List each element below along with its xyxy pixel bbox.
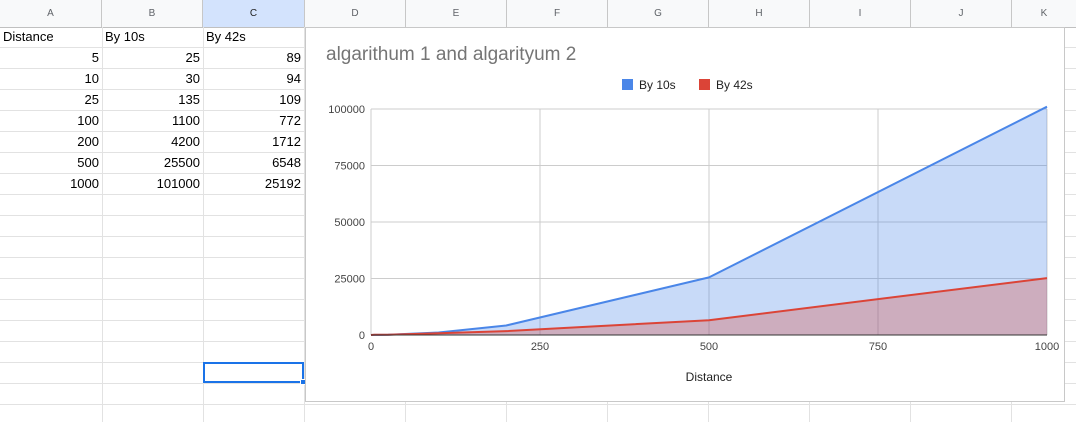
x-axis-title: Distance xyxy=(686,370,733,384)
selected-cell[interactable] xyxy=(203,362,304,383)
cell-c6[interactable]: 1712 xyxy=(272,134,301,149)
area-chart[interactable]: algarithum 1 and algarityum 2 0 25000 5000… xyxy=(305,27,1065,402)
cell-c2[interactable]: 89 xyxy=(286,50,301,65)
x-tick-label: 1000 xyxy=(1035,341,1059,353)
chart-canvas: 0 25000 50000 75000 100000 0 250 500 750 1000 Dist… xyxy=(328,78,1059,384)
y-tick-label: 100000 xyxy=(328,104,365,116)
legend-swatch-2 xyxy=(699,79,710,90)
column-header-a[interactable]: A xyxy=(0,0,102,27)
x-tick-label: 250 xyxy=(531,341,549,353)
cell-c1[interactable]: By 42s xyxy=(206,29,246,44)
cell-a7[interactable]: 500 xyxy=(77,155,99,170)
y-tick-label: 0 xyxy=(359,330,365,342)
cell-b7[interactable]: 25500 xyxy=(163,155,200,170)
column-header-e[interactable]: E xyxy=(406,0,507,27)
cell-a8[interactable]: 1000 xyxy=(70,176,99,191)
cell-c4[interactable]: 109 xyxy=(279,92,301,107)
column-header-d[interactable]: D xyxy=(305,0,406,27)
column-header-f[interactable]: F xyxy=(507,0,608,27)
legend-label-2: By 42s xyxy=(716,78,753,92)
cell-b5[interactable]: 1100 xyxy=(172,113,200,128)
cell-c5[interactable]: 772 xyxy=(279,113,301,128)
cell-a3[interactable]: 10 xyxy=(84,71,99,86)
cell-a5[interactable]: 100 xyxy=(77,113,99,128)
cell-b3[interactable]: 30 xyxy=(185,71,200,86)
cell-b6[interactable]: 4200 xyxy=(171,134,200,149)
grid-line xyxy=(0,404,1076,405)
series-area-1 xyxy=(371,106,1047,335)
column-header-h[interactable]: H xyxy=(709,0,810,27)
y-tick-label: 50000 xyxy=(334,217,365,229)
cell-b1[interactable]: By 10s xyxy=(105,29,145,44)
column-header-k[interactable]: K xyxy=(1040,8,1048,19)
chart-title: algarithum 1 and algarityum 2 xyxy=(326,44,577,65)
series-area-2 xyxy=(371,278,1047,335)
grid-line xyxy=(102,27,103,422)
cell-b2[interactable]: 25 xyxy=(185,50,200,65)
column-header-g[interactable]: G xyxy=(608,0,709,27)
column-header-row: A B C D E F G H I J K xyxy=(0,0,1076,28)
cell-c3[interactable]: 94 xyxy=(286,71,301,86)
cell-a1[interactable]: Distance xyxy=(3,29,54,44)
cell-c7[interactable]: 6548 xyxy=(272,155,301,170)
column-header-c[interactable]: C xyxy=(203,0,305,27)
column-header-b[interactable]: B xyxy=(102,0,203,27)
x-tick-label: 500 xyxy=(700,341,718,353)
y-tick-label: 75000 xyxy=(334,161,365,173)
grid-line xyxy=(304,27,305,422)
x-tick-label: 750 xyxy=(869,341,887,353)
legend-label-1: By 10s xyxy=(639,78,676,92)
cell-c8[interactable]: 25192 xyxy=(264,176,301,191)
column-header-i[interactable]: I xyxy=(810,0,911,27)
column-header-j[interactable]: J xyxy=(911,0,1012,27)
cell-a2[interactable]: 5 xyxy=(91,50,99,65)
cell-a4[interactable]: 25 xyxy=(84,92,99,107)
cell-b4[interactable]: 135 xyxy=(178,92,200,107)
x-tick-label: 0 xyxy=(368,341,374,353)
cell-a6[interactable]: 200 xyxy=(77,134,99,149)
legend-swatch-1 xyxy=(622,79,633,90)
grid-line xyxy=(203,27,204,422)
y-tick-label: 25000 xyxy=(334,274,365,286)
cell-b8[interactable]: 101000 xyxy=(156,176,200,191)
